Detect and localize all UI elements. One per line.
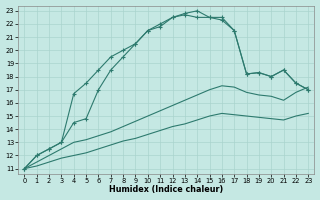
X-axis label: Humidex (Indice chaleur): Humidex (Indice chaleur): [109, 185, 223, 194]
